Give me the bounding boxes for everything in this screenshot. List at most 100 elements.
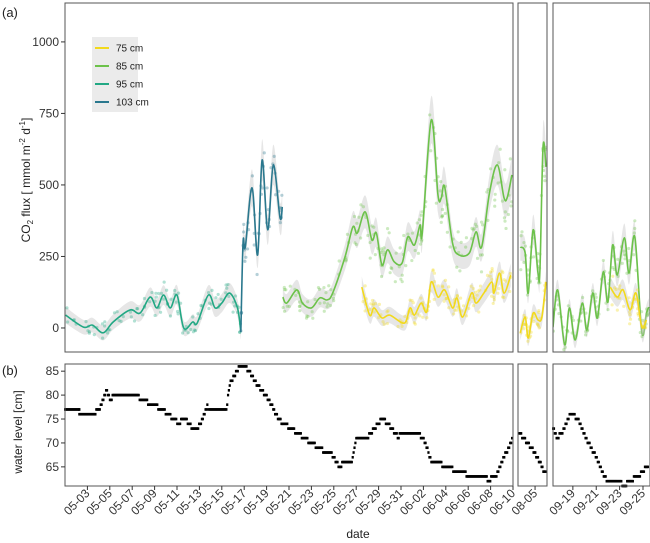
water-level-point	[100, 403, 103, 406]
scatter-point	[485, 190, 489, 194]
scatter-point	[325, 305, 329, 309]
panel-a-label: (a)	[2, 5, 18, 20]
scatter-point	[536, 324, 541, 328]
scatter-point	[294, 293, 298, 298]
water-level-point	[206, 403, 209, 406]
y-tick-label: 250	[39, 249, 59, 263]
scatter-point	[231, 310, 235, 314]
scatter-point	[329, 288, 333, 292]
legend-label: 103 cm	[116, 98, 149, 109]
scatter-point	[440, 207, 445, 212]
scatter-point	[105, 331, 110, 335]
water-level-point	[383, 417, 387, 421]
scatter-point	[210, 288, 214, 292]
scatter-point	[382, 246, 386, 250]
scatter-point	[399, 277, 403, 281]
water-level-point	[275, 412, 279, 416]
scatter-point	[622, 252, 627, 257]
y-tick-label: 750	[39, 106, 59, 120]
scatter-point	[456, 230, 460, 234]
scatter-point	[488, 167, 493, 171]
scatter-point	[532, 255, 536, 259]
scatter-point	[439, 179, 443, 184]
scatter-point	[154, 295, 158, 299]
scatter-point	[614, 287, 618, 292]
y-axis-label-flux: CO2 flux [ mmol m-2 d-1]	[18, 118, 35, 243]
water-level-point	[225, 408, 228, 411]
x-tick-label: 09-23	[593, 486, 625, 518]
scatter-point	[525, 293, 530, 297]
scatter-point	[490, 269, 494, 273]
series-line-103cm	[240, 159, 284, 332]
scatter-point	[581, 295, 585, 300]
legend-label: 75 cm	[116, 44, 143, 55]
water-level-point	[552, 427, 556, 430]
scatter-point	[508, 289, 512, 294]
scatter-point	[632, 231, 636, 235]
water-level-point	[313, 441, 316, 445]
scatter-point	[444, 296, 448, 301]
scatter-point	[504, 226, 508, 231]
water-level-point	[534, 451, 537, 454]
scatter-point	[506, 212, 510, 217]
water-level-point	[536, 455, 540, 459]
scatter-point	[500, 295, 505, 299]
water-level-point	[249, 369, 252, 373]
scatter-point	[425, 316, 429, 320]
water-level-point	[254, 379, 257, 383]
scatter-point	[627, 296, 631, 300]
scatter-point	[208, 301, 212, 305]
scatter-point	[617, 287, 622, 291]
scatter-point	[496, 181, 500, 185]
x-tick-label: 09-25	[616, 486, 648, 518]
scatter-point	[243, 259, 247, 263]
scatter-point	[453, 308, 457, 312]
scatter-point	[207, 306, 211, 311]
scatter-point	[486, 218, 490, 223]
series-line-75cm	[609, 286, 648, 329]
scatter-point	[189, 327, 193, 332]
water-level-point	[424, 441, 427, 445]
scatter-point	[519, 268, 523, 272]
scatter-point	[625, 271, 629, 275]
scatter-point	[174, 300, 178, 304]
water-level-point	[503, 455, 506, 459]
scatter-point	[461, 304, 466, 308]
scatter-point	[345, 232, 350, 236]
scatter-point	[103, 324, 107, 328]
scatter-point	[371, 303, 375, 307]
water-level-point	[299, 432, 302, 435]
scatter-point	[359, 236, 363, 240]
scatter-point	[419, 296, 423, 300]
flux-panel-0	[64, 2, 514, 353]
scatter-point	[417, 218, 421, 222]
water-level-point	[567, 417, 570, 421]
scatter-point	[318, 301, 322, 305]
scatter-point	[455, 265, 459, 269]
water-level-point	[226, 403, 229, 406]
scatter-point	[623, 257, 627, 261]
scatter-point	[447, 285, 451, 289]
water-level-point	[565, 422, 568, 426]
flux-plot-area	[65, 95, 513, 341]
scatter-point	[381, 249, 385, 253]
water-level-point	[105, 389, 109, 392]
scatter-point	[492, 298, 496, 302]
scatter-point	[593, 292, 597, 296]
scatter-point	[429, 149, 433, 153]
scatter-point	[393, 280, 397, 284]
scatter-point	[370, 298, 375, 303]
scatter-point	[353, 241, 357, 245]
scatter-point	[464, 314, 469, 318]
water-level-point	[102, 398, 105, 402]
scatter-point	[413, 316, 417, 320]
scatter-point	[472, 303, 476, 308]
water-level-point	[451, 465, 454, 469]
water-level-point	[265, 393, 268, 397]
scatter-point	[628, 322, 632, 326]
scatter-point	[472, 227, 476, 231]
water-level-point	[374, 427, 377, 430]
scatter-point	[250, 174, 254, 178]
scatter-point	[615, 308, 619, 312]
